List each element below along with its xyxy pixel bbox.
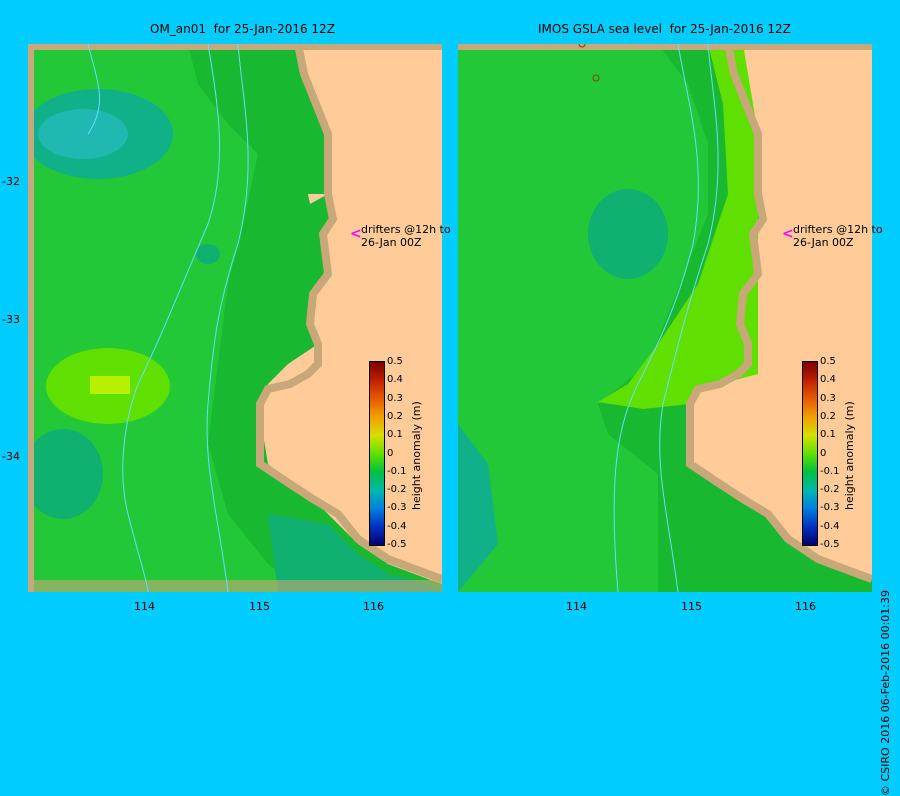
isobath-2 — [206, 44, 249, 592]
colorbar-tick: -0.3 — [820, 502, 840, 514]
lat-tick: -33 — [2, 313, 20, 326]
lon-tick: 115 — [249, 600, 270, 613]
colorbar-tick: -0.1 — [820, 465, 840, 477]
colorbar-segment — [370, 380, 384, 400]
edge-top — [28, 44, 442, 50]
colorbar-segment — [803, 362, 817, 381]
colorbar-segment — [803, 416, 817, 436]
colorbar-segment — [370, 471, 384, 491]
colorbar-tick: -0.1 — [387, 465, 407, 477]
shelf-warm-band — [598, 44, 758, 409]
lon-tick: 116 — [363, 600, 384, 613]
eddy-warm-core — [90, 376, 130, 394]
colorbar-tick: 0.2 — [820, 410, 836, 422]
colorbar-tick: 0.4 — [820, 374, 836, 386]
colorbar-segment — [803, 526, 817, 546]
colorbar-tick: -0.2 — [387, 484, 407, 496]
colorbar-imos — [802, 361, 818, 546]
shelf-strip — [256, 44, 442, 583]
ocean-west-band — [458, 44, 708, 592]
eddy-south — [28, 429, 103, 519]
eddy-small — [196, 244, 220, 264]
colorbar-om — [369, 361, 385, 546]
colorbar-tick: 0.3 — [387, 392, 403, 404]
isobath-2 — [659, 44, 719, 592]
lat-tick: -34 — [2, 450, 20, 463]
drifter-note: drifters @12h to 26-Jan 00Z — [793, 223, 883, 249]
drifter-marker — [578, 44, 586, 48]
colorbar-tick: -0.5 — [820, 539, 840, 550]
colorbar-segment — [803, 435, 817, 454]
colorbar-tick: 0.1 — [820, 429, 836, 441]
colorbar-label: height anomaly (m) — [410, 401, 423, 510]
colorbar-label: height anomaly (m) — [843, 401, 856, 510]
colorbar-segment — [370, 362, 384, 381]
colorbar-tick: 0 — [820, 447, 827, 459]
panel-1-title: OM_an01 for 25-Jan-2016 12Z — [150, 22, 335, 36]
colorbar-tick: 0.5 — [387, 356, 403, 367]
lon-tick: 116 — [795, 600, 816, 613]
colorbar-tick: 0.2 — [387, 410, 403, 422]
shelf-south-anom — [268, 514, 442, 592]
colorbar-tick: 0 — [387, 447, 394, 459]
colorbar-segment — [370, 416, 384, 436]
lon-tick: 114 — [566, 600, 587, 613]
colorbar-tick: 0.5 — [820, 356, 836, 367]
colorbar-tick: -0.5 — [387, 539, 407, 550]
colorbar-tick: -0.4 — [387, 520, 407, 532]
colorbar-segment — [370, 398, 384, 418]
eddy-cool-core — [38, 109, 128, 159]
colorbar-segment — [803, 471, 817, 491]
lat-tick: -32 — [2, 175, 20, 188]
eddy-cool — [588, 189, 668, 279]
panel-2-title: IMOS GSLA sea level for 25-Jan-2016 12Z — [538, 22, 791, 36]
edge-left — [28, 44, 34, 592]
colorbar-segment — [370, 453, 384, 473]
edge-top — [458, 44, 872, 50]
colorbar-tick: 0.1 — [387, 429, 403, 441]
colorbar-segment — [370, 526, 384, 546]
lon-tick: 114 — [134, 600, 155, 613]
colorbar-segment — [370, 508, 384, 528]
drifter-arrow-icon: < — [782, 226, 794, 242]
colorbar-tick: -0.2 — [820, 484, 840, 496]
colorbar-segment — [803, 508, 817, 528]
eddy-south-west — [458, 424, 498, 592]
colorbar-segment — [803, 453, 817, 473]
drifter-marker — [592, 74, 600, 82]
map-panel-om[interactable] — [28, 44, 442, 592]
lon-tick: 115 — [681, 600, 702, 613]
colorbar-tick: 0.3 — [820, 392, 836, 404]
drifter-arrow-icon: < — [350, 226, 362, 242]
colorbar-segment — [803, 398, 817, 418]
colorbar-tick: -0.4 — [820, 520, 840, 532]
colorbar-segment — [803, 490, 817, 509]
colorbar-segment — [370, 435, 384, 454]
map-panel-imos[interactable] — [458, 44, 872, 592]
colorbar-segment — [370, 490, 384, 509]
colorbar-tick: -0.3 — [387, 502, 407, 514]
credit-text: © CSIRO 2016 06-Feb-2016 00:01:39 — [879, 590, 892, 796]
colorbar-segment — [803, 380, 817, 400]
map-om-svg — [28, 44, 442, 592]
drifter-note: drifters @12h to 26-Jan 00Z — [361, 223, 451, 249]
colorbar-tick: 0.4 — [387, 374, 403, 386]
isobath-1 — [613, 44, 699, 592]
isobath-1 — [122, 44, 221, 592]
map-imos-svg — [458, 44, 872, 592]
shelf-strip — [686, 44, 872, 583]
isobath-3 — [87, 44, 101, 135]
edge-bottom — [28, 580, 442, 592]
